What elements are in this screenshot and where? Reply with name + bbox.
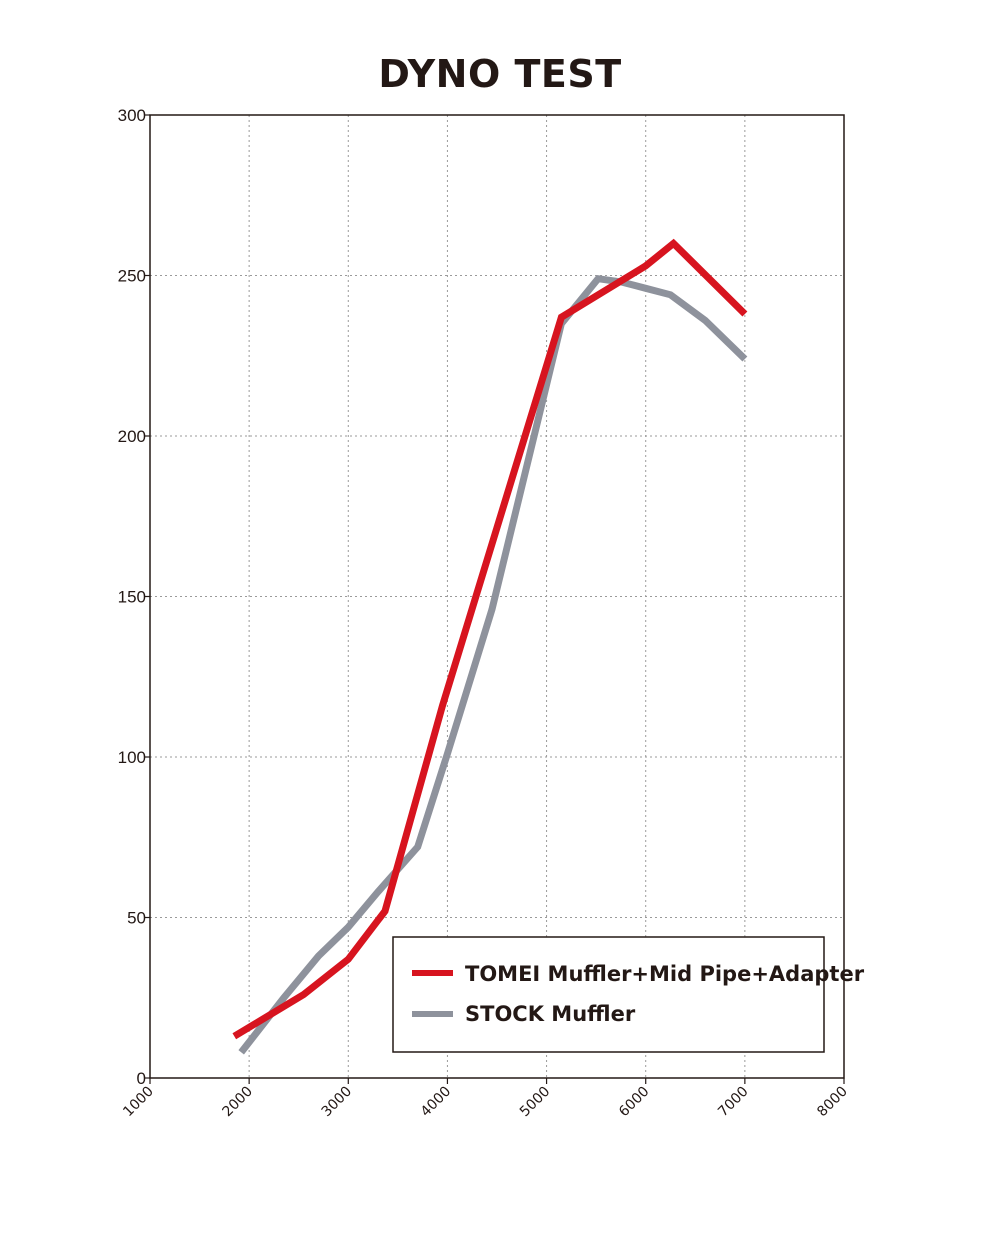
- x-tick-label: 2000: [219, 1084, 256, 1121]
- x-tick-label: 3000: [319, 1084, 356, 1121]
- legend-box: [392, 936, 825, 1053]
- y-tick-label: 250: [118, 267, 146, 286]
- x-tick-label: 4000: [418, 1084, 455, 1121]
- legend-label-tomei: TOMEI Muffler+Mid Pipe+Adapter: [465, 962, 865, 986]
- y-tick-label: 200: [118, 427, 146, 446]
- series-line-stock: [238, 274, 748, 1055]
- chart-title: DYNO TEST: [378, 52, 622, 96]
- y-tick-label: 150: [118, 588, 146, 607]
- y-axis-ticks: 0 50 100 150 200 250 300: [118, 106, 150, 1088]
- y-tick-label: 300: [118, 106, 146, 125]
- x-tick-label: 8000: [814, 1084, 851, 1121]
- x-tick-label: 5000: [517, 1084, 554, 1121]
- y-tick-label: 100: [118, 748, 146, 767]
- x-tick-label: 7000: [715, 1084, 752, 1121]
- x-tick-label: 6000: [616, 1084, 653, 1121]
- x-tick-label: 1000: [120, 1084, 157, 1121]
- series-line-tomei: [232, 238, 748, 1040]
- y-tick-label: 0: [137, 1069, 146, 1088]
- grid-lines: [150, 115, 844, 1078]
- x-axis-ticks: 1000 2000 3000 4000 5000 6000 7000 8000: [120, 1078, 851, 1120]
- series-lines: [232, 238, 748, 1055]
- y-tick-label: 50: [127, 909, 146, 928]
- legend: TOMEI Muffler+Mid Pipe+Adapter STOCK Muf…: [392, 936, 865, 1053]
- legend-label-stock: STOCK Muffler: [465, 1002, 636, 1026]
